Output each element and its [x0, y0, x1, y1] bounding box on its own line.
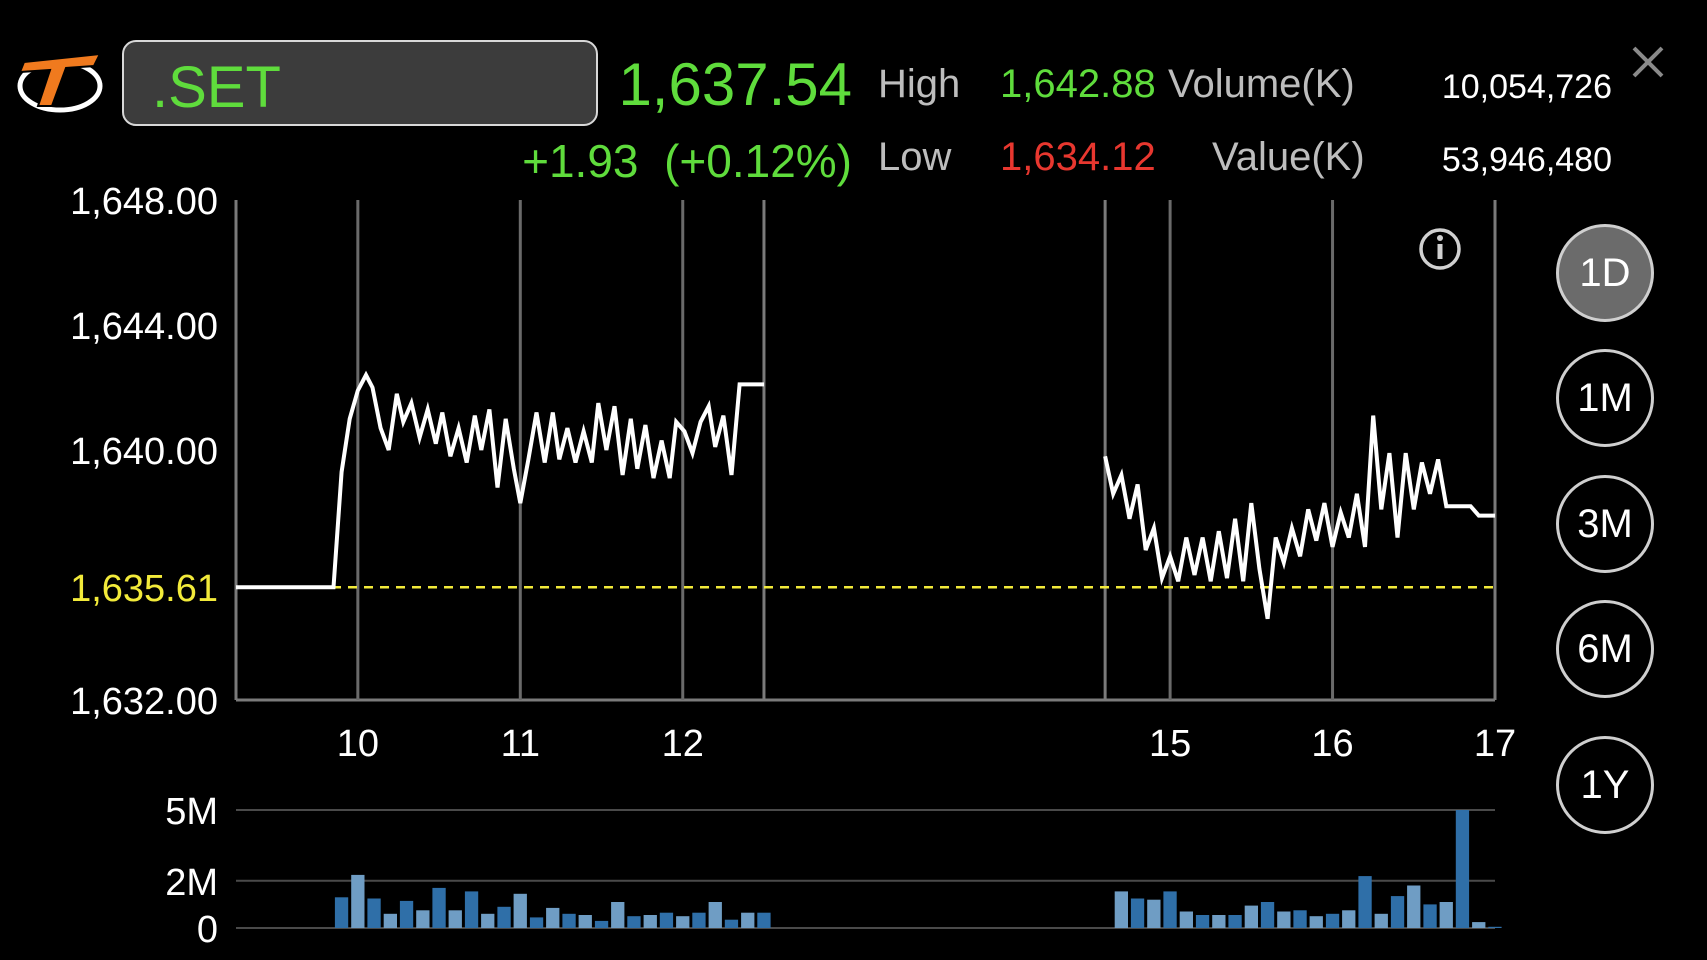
- volume-bar: [594, 920, 609, 928]
- volume-bar: [708, 902, 722, 928]
- volume-bar: [659, 912, 674, 928]
- volume-bar: [1390, 896, 1405, 928]
- volume-bar: [578, 915, 592, 928]
- volume-bar: [367, 898, 381, 928]
- close-icon[interactable]: [1628, 42, 1668, 82]
- volume-bar: [692, 912, 706, 928]
- high-label: High: [878, 62, 961, 106]
- volume-bar: [432, 887, 446, 928]
- volume-bar: [1179, 911, 1193, 928]
- volume-bar: [1439, 902, 1453, 928]
- x-tick-label: 16: [1311, 723, 1353, 765]
- volume-bar: [448, 910, 462, 928]
- brand-logo-icon: [17, 52, 103, 113]
- y-tick-label: 1,648.00: [70, 181, 218, 223]
- volume-bar: [1293, 910, 1307, 928]
- timeframe-label: 1M: [1577, 375, 1633, 420]
- volume-bar: [513, 893, 527, 928]
- high-value: 1,642.88: [1000, 62, 1156, 106]
- timeframe-label: 1D: [1579, 250, 1631, 295]
- volume-bar: [416, 910, 430, 928]
- volume-bar: [1195, 915, 1210, 928]
- volume-bar: [1374, 913, 1388, 928]
- info-icon: [1419, 228, 1461, 270]
- volume-bar: [1277, 911, 1291, 928]
- volume-bar: [546, 907, 560, 928]
- info-icon-circle: [1419, 228, 1461, 270]
- volume-y-tick-label: 0: [197, 909, 218, 951]
- volume-bar: [497, 906, 511, 928]
- volume-y-tick-label: 2M: [165, 862, 218, 904]
- price-line-session-2: [1103, 415, 1495, 620]
- timeframe-3m-button[interactable]: 3M: [1556, 475, 1654, 573]
- volume-bar: [1358, 876, 1372, 928]
- volume-bar: [724, 919, 739, 928]
- x-tick-label: 10: [337, 723, 379, 765]
- timeframe-label: 3M: [1577, 501, 1633, 546]
- volume-bar: [1472, 922, 1486, 928]
- timeframe-1m-button[interactable]: 1M: [1556, 349, 1654, 447]
- volume-bar: [676, 916, 690, 928]
- volume-bar: [383, 913, 397, 928]
- volume-bar: [1407, 885, 1421, 928]
- volume-bar: [1325, 913, 1340, 928]
- volume-bar: [611, 902, 625, 928]
- low-label: Low: [878, 135, 952, 179]
- price-line-session-1: [236, 370, 764, 590]
- volume-bar: [1212, 915, 1226, 928]
- volume-bar: [1309, 916, 1323, 928]
- volume-bar: [1163, 891, 1177, 928]
- x-tick-label: 11: [501, 723, 540, 765]
- x-tick-label: 15: [1149, 723, 1191, 765]
- value-value: 53,946,480: [1441, 141, 1612, 179]
- volume-bar: [351, 874, 365, 928]
- timeframe-1y-button[interactable]: 1Y: [1556, 736, 1654, 834]
- symbol-input[interactable]: .SET: [122, 40, 598, 126]
- y-tick-label: 1,644.00: [70, 306, 218, 348]
- reference-label: 1,635.61: [70, 568, 218, 610]
- volume-bar: [1455, 810, 1470, 928]
- volume-value: 10,054,726: [1441, 68, 1612, 106]
- volume-bar: [1147, 899, 1161, 928]
- x-tick-label: 17: [1474, 723, 1516, 765]
- volume-bar: [464, 891, 479, 928]
- volume-bar: [562, 913, 576, 928]
- info-icon-dot: [1437, 235, 1443, 241]
- low-value: 1,634.12: [1000, 135, 1156, 179]
- volume-bar: [1114, 891, 1128, 928]
- price-change: +1.93 (+0.12%): [522, 134, 852, 188]
- volume-y-tick-label: 5M: [165, 791, 218, 833]
- volume-bar: [1423, 904, 1437, 928]
- volume-bar: [481, 913, 495, 928]
- value-label: Value(K): [1212, 135, 1365, 179]
- volume-bar: [334, 897, 349, 928]
- volume-bar: [1228, 915, 1242, 928]
- timeframe-6m-button[interactable]: 6M: [1556, 600, 1654, 698]
- timeframe-label: 6M: [1577, 626, 1633, 671]
- volume-bar: [529, 917, 544, 928]
- x-tick-label: 12: [662, 723, 704, 765]
- y-tick-label: 1,632.00: [70, 681, 218, 723]
- timeframe-label: 1Y: [1580, 762, 1630, 807]
- volume-bar: [1488, 926, 1502, 928]
- change-value: +1.93: [522, 135, 639, 187]
- volume-bar: [1130, 898, 1145, 928]
- volume-bar: [399, 900, 414, 928]
- change-percent: (+0.12%): [664, 135, 852, 187]
- volume-bar: [1342, 910, 1356, 928]
- timeframe-1d-button[interactable]: 1D: [1556, 224, 1654, 322]
- info-icon-stem: [1437, 244, 1443, 259]
- volume-bar: [1260, 902, 1275, 928]
- volume-bar: [741, 912, 755, 928]
- volume-bar: [643, 915, 657, 928]
- volume-bar: [1244, 905, 1258, 928]
- volume-label: Volume(K): [1168, 62, 1355, 106]
- y-tick-label: 1,640.00: [70, 431, 218, 473]
- volume-bar: [627, 916, 641, 928]
- last-price: 1,637.54: [618, 51, 852, 118]
- volume-bar: [757, 912, 771, 928]
- symbol-text: .SET: [152, 55, 281, 120]
